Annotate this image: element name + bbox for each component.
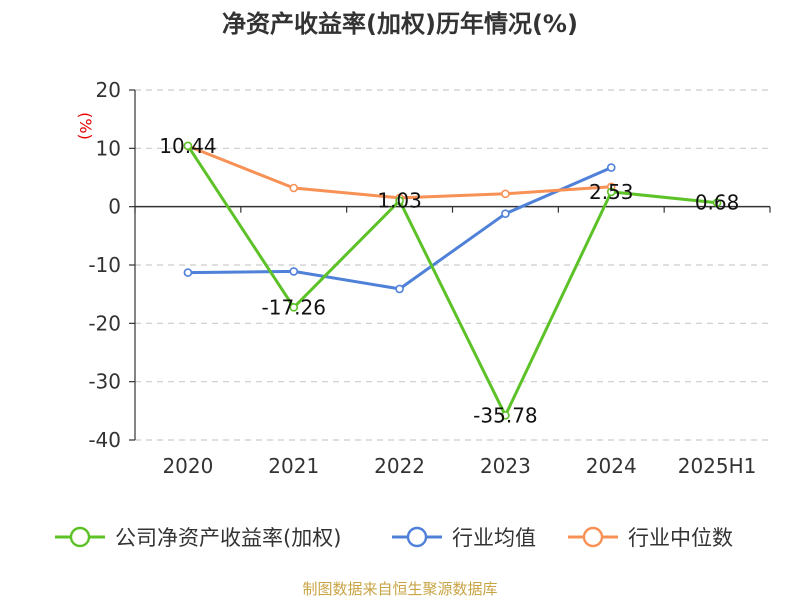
series-line-1 [187,166,612,291]
legend-circle-icon [69,526,91,548]
data-label: 0.68 [695,191,740,215]
legend-item[interactable]: 行业均值 [392,526,536,550]
y-tick-label: -30 [88,370,121,394]
grid-lines [135,89,770,441]
legend-item[interactable]: 行业中位数 [568,526,733,550]
series-point-1 [501,209,510,218]
series-point-2 [501,189,510,199]
series-point-0 [712,198,722,207]
series-line-0 [186,144,718,417]
data-label: 1.03 [377,189,422,213]
data-label: 10.44 [159,134,216,158]
x-tick-label: 2024 [586,454,637,478]
legend-item[interactable]: 公司净资产收益率(加权) [55,526,341,550]
y-tick-label: 10 [96,136,121,160]
y-axis-unit-label: (%) [76,112,95,140]
y-tick-label: -20 [88,311,121,335]
legend-label: 行业均值 [452,526,536,550]
series-point-0 [395,196,404,205]
data-labels: 10.44 -17.26 1.03 -35.78 2.53 0.68 [159,134,739,428]
x-tick-label: 2023 [480,454,531,478]
y-tick-label: -10 [88,253,121,277]
data-label: 2.53 [589,180,634,204]
series-point-1 [289,267,299,276]
data-label: -35.78 [473,403,537,427]
series-point-2 [289,183,299,193]
legend-label: 公司净资产收益率(加权) [115,526,341,550]
series-point-1 [395,284,404,294]
series-point-1 [183,268,193,277]
y-tick-label: 0 [108,195,121,219]
y-tick-label: -40 [88,428,121,452]
legend-circle-icon [582,526,604,548]
series-point-1 [606,163,616,172]
series-point-0 [606,187,616,197]
series-lines [183,141,722,420]
axes: 20 10 0 -10 -20 -30 -40 2020 2021 2022 2023 2024 202… [88,78,771,478]
y-tick-label: 20 [96,78,121,102]
legend-circle-icon [406,526,428,548]
chart-title: 净资产收益率(加权)历年情况(%) [222,10,578,38]
x-tick-label: 2022 [374,454,425,478]
legend[interactable]: 公司净资产收益率(加权) 行业均值 行业中位数 [55,526,733,550]
series-point-0 [289,303,299,312]
source-note: 制图数据来自恒生聚源数据库 [302,580,497,598]
series-point-0 [501,411,510,420]
x-tick-label: 2020 [162,454,213,478]
data-label: -17.26 [262,295,326,319]
series-point-0 [183,141,193,151]
legend-label: 行业中位数 [628,526,733,550]
x-tick-label: 2025H1 [678,454,757,478]
x-tick-label: 2021 [268,454,319,478]
